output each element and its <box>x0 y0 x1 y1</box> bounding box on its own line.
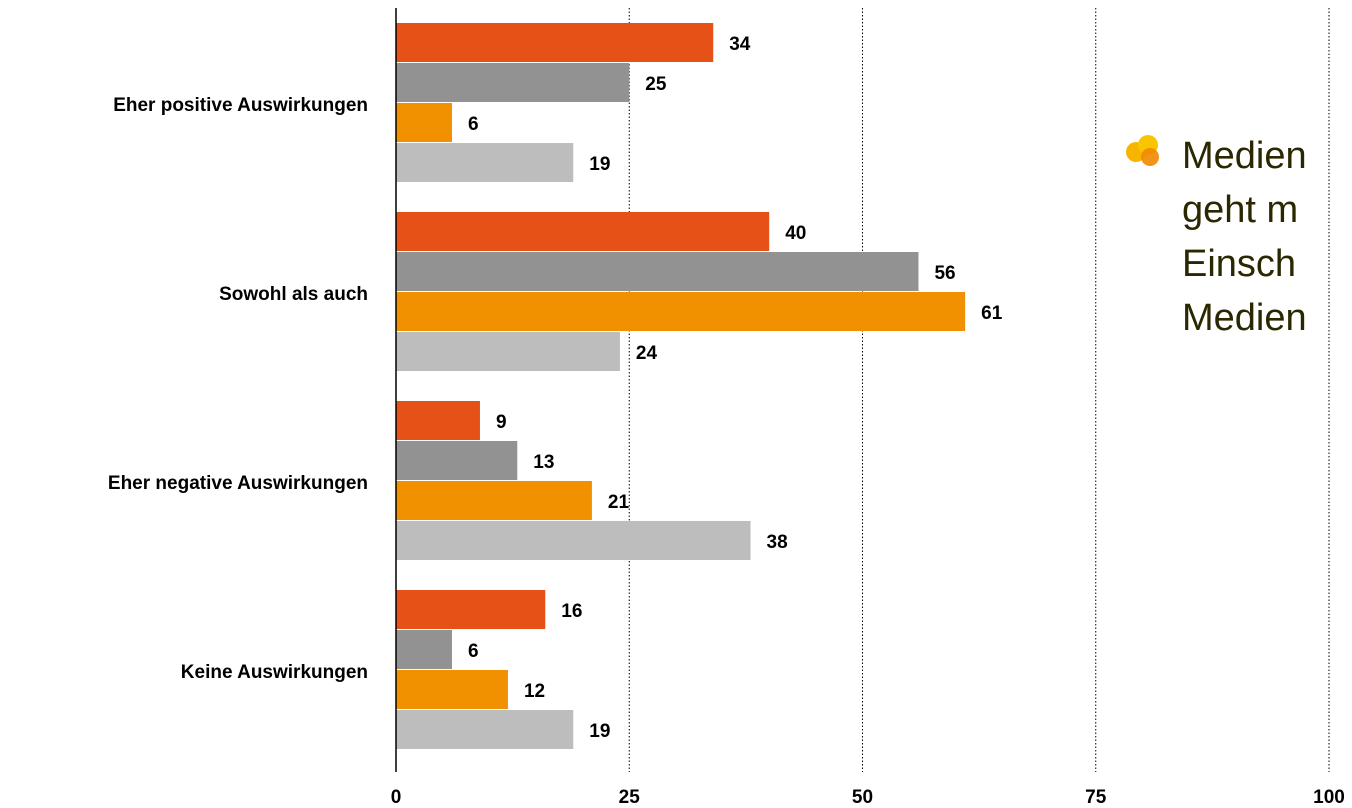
value-label: 9 <box>496 412 507 433</box>
x-tick-label: 75 <box>1085 787 1107 808</box>
bars <box>396 23 966 749</box>
x-tick-label: 25 <box>619 787 641 808</box>
bar <box>396 521 751 560</box>
bar <box>396 23 714 62</box>
gridlines <box>628 8 1330 772</box>
bar <box>396 212 770 251</box>
category-labels: Eher positive Auswirkungen Sowohl als auc… <box>108 95 368 683</box>
value-label: 56 <box>934 263 955 284</box>
value-label: 6 <box>468 641 479 662</box>
value-label: 12 <box>524 681 545 702</box>
x-tick-label: 100 <box>1313 787 1345 808</box>
orange-dots-bullet-icon <box>1126 135 1159 166</box>
bar <box>396 710 574 749</box>
value-label: 25 <box>645 74 667 95</box>
bar <box>396 103 452 142</box>
bar <box>396 441 518 480</box>
value-label: 24 <box>636 343 658 364</box>
side-note: Medien geht m Einsch Medien <box>1126 135 1307 339</box>
x-tick-label: 0 <box>391 787 402 808</box>
value-label: 61 <box>981 303 1003 324</box>
bar <box>396 670 508 709</box>
value-label: 16 <box>561 601 582 622</box>
side-note-line-3: Einsch <box>1182 243 1296 285</box>
bar <box>396 590 546 629</box>
bar <box>396 401 480 440</box>
side-note-line-1: Medien <box>1182 135 1307 177</box>
value-label: 13 <box>533 452 554 473</box>
bar <box>396 63 630 102</box>
category-label: Eher positive Auswirkungen <box>113 95 368 116</box>
value-label: 40 <box>785 223 806 244</box>
bar <box>396 332 620 371</box>
x-tick-label: 50 <box>852 787 873 808</box>
bar <box>396 252 919 291</box>
bar <box>396 143 574 182</box>
side-note-line-4: Medien <box>1182 297 1307 339</box>
category-label: Eher negative Auswirkungen <box>108 473 368 494</box>
side-note-line-2: geht m <box>1182 189 1298 231</box>
x-tick-labels: 0 25 50 75 100 <box>391 787 1345 808</box>
bar <box>396 481 592 520</box>
value-label: 38 <box>767 532 788 553</box>
bar <box>396 292 966 331</box>
value-labels: 34 25 6 19 40 56 61 24 9 13 21 38 16 6 12 19 <box>468 34 1003 742</box>
category-label: Sowohl als auch <box>219 284 368 305</box>
value-label: 19 <box>589 154 610 175</box>
value-label: 34 <box>729 34 751 55</box>
value-label: 6 <box>468 114 479 135</box>
value-label: 19 <box>589 721 610 742</box>
bar <box>396 630 452 669</box>
category-label: Keine Auswirkungen <box>181 662 368 683</box>
value-label: 21 <box>608 492 630 513</box>
